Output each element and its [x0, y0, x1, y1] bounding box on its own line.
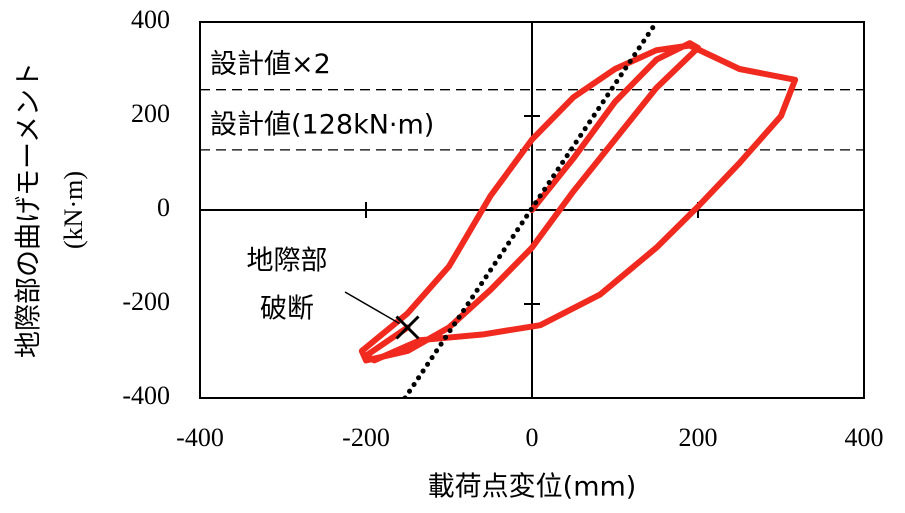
fracture-arrow	[344, 291, 400, 325]
y-axis-label: 地際部の曲げモーメント	[14, 62, 45, 358]
x-tick-label: -200	[342, 423, 390, 452]
fracture-label: 地際部	[247, 246, 328, 277]
x-tick-label: -400	[176, 423, 224, 452]
reference-label: 設計値(128kN·m)	[210, 109, 434, 140]
y-tick-label: -200	[122, 287, 170, 316]
fracture-label: 破断	[260, 294, 314, 325]
y-tick-label: 200	[131, 99, 170, 128]
fracture-marker	[395, 315, 420, 340]
x-tick-label: 400	[845, 423, 884, 452]
x-axis-label: 載荷点変位(mm)	[428, 472, 637, 503]
x-tick-label: 0	[526, 423, 539, 452]
reference-label: 設計値×2	[210, 49, 331, 80]
y-tick-label: 400	[131, 5, 170, 34]
y-tick-label: -400	[122, 381, 170, 410]
plot-frame	[199, 21, 865, 399]
hysteresis-curve	[358, 40, 799, 364]
y-axis-unit: (kN·m)	[59, 171, 88, 249]
y-tick-label: 0	[157, 193, 170, 222]
x-tick-label: 200	[679, 423, 718, 452]
reference-slope	[402, 22, 659, 398]
